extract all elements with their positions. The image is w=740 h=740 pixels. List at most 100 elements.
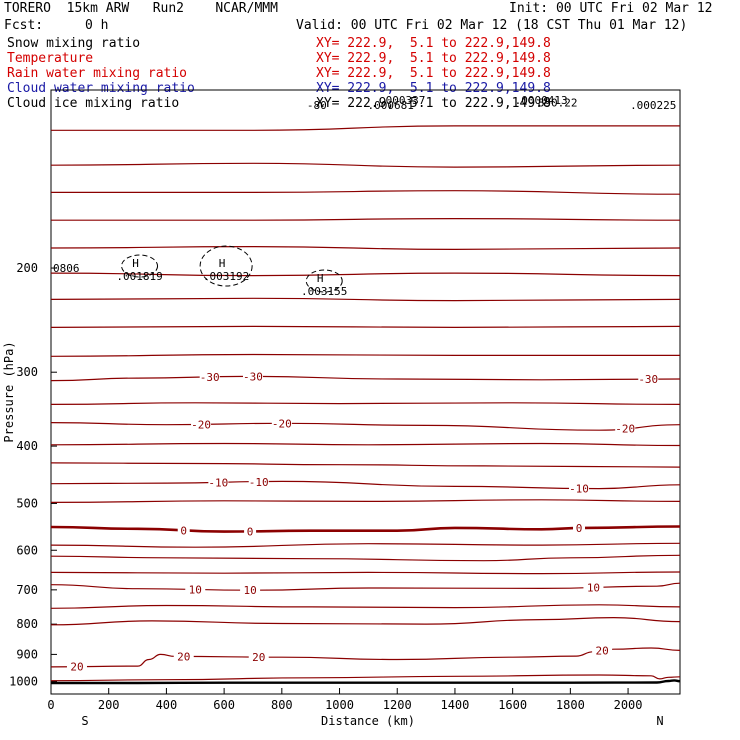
isotherm-label: 10 — [243, 584, 256, 597]
isotherm-label: -30 — [243, 371, 263, 384]
maximum-marker: H — [317, 272, 324, 285]
top-value-label: 890.22 — [538, 97, 578, 110]
isotherm-label: -20 — [272, 417, 292, 430]
isotherm-line — [50, 554, 681, 562]
maximum-value: .003155 — [301, 285, 347, 298]
freezing-label-bg — [177, 524, 190, 537]
isotherm-line — [51, 190, 681, 195]
model-title: TORERO 15km ARW Run2 NCAR/MMM — [4, 1, 278, 16]
isotherm-line — [50, 604, 681, 609]
freezing-label-bg — [244, 525, 257, 538]
isotherm-label: -10 — [208, 476, 228, 489]
isotherm-label: -10 — [249, 476, 269, 489]
isotherm-line — [50, 422, 681, 431]
x-tick-label: 200 — [98, 698, 120, 712]
legend-snow-name: Snow mixing ratio — [7, 36, 141, 51]
isotherm-label: 20 — [177, 650, 190, 663]
forecast-label: Fcst: — [4, 18, 44, 33]
isotherm-label-bg — [240, 584, 261, 597]
cloud-ice-contour — [121, 254, 159, 278]
maximum-marker: H — [219, 257, 226, 270]
isotherm-label-bg — [583, 581, 604, 594]
legend-temperature-xy: XY= 222.9, 5.1 to 222.9,149.8 — [316, 51, 551, 66]
isotherm-label-bg — [271, 417, 292, 430]
isotherm-label: -10 — [569, 482, 589, 495]
isotherm-label: 10 — [587, 581, 600, 594]
valid-time: Valid: 00 UTC Fri 02 Mar 12 (18 CST Thu … — [296, 18, 688, 33]
top-value-label: .000681 — [368, 99, 414, 112]
isotherm-line — [50, 571, 681, 575]
isotherm-line — [50, 616, 681, 626]
top-value-label: .0000413 — [515, 94, 568, 107]
top-value-label: 0806 — [53, 262, 80, 275]
y-tick-label: 900 — [16, 647, 38, 661]
isotherm-line — [50, 442, 681, 447]
freezing-level-line — [50, 525, 681, 533]
freezing-label: 0 — [576, 522, 583, 535]
y-tick-label: 400 — [16, 439, 38, 453]
y-tick-label: 700 — [16, 583, 38, 597]
maximum-value: .001819 — [116, 270, 162, 283]
isotherm-label: -20 — [191, 418, 211, 431]
legend-snow-xy: XY= 222.9, 5.1 to 222.9,149.8 — [316, 36, 551, 51]
cloud-ice-contour — [199, 245, 253, 287]
plot-frame — [50, 89, 681, 695]
x-tick-label: 2000 — [614, 698, 643, 712]
isotherm-label: -30 — [200, 371, 220, 384]
isotherm-line — [50, 462, 681, 468]
forecast-value: 0 h — [85, 18, 109, 33]
isotherm-line — [50, 325, 681, 329]
isotherm-line — [50, 499, 681, 503]
legend-rain-xy: XY= 222.9, 5.1 to 222.9,149.8 — [316, 66, 551, 81]
isotherm-line — [50, 375, 681, 382]
isotherm-line — [50, 245, 681, 251]
isotherm-label: -30 — [638, 373, 658, 386]
isotherm-label-bg — [638, 373, 659, 386]
isotherm-label: 20 — [595, 645, 608, 658]
isotherm-line — [50, 217, 681, 221]
cloud-ice-contour — [305, 269, 343, 293]
isotherm-label-bg — [173, 650, 194, 663]
isotherm-label-bg — [248, 475, 269, 488]
isotherm-line — [50, 674, 681, 682]
x-tick-label: 1600 — [498, 698, 527, 712]
isotherm-label-bg — [208, 476, 229, 489]
isotherm-label: 20 — [70, 661, 83, 674]
x-tick-label: 1200 — [383, 698, 412, 712]
y-tick-label: 600 — [16, 543, 38, 557]
legend-cloud-ice-xy: XY= 222.9, 5.1 to 222.9,149.8 — [316, 96, 551, 111]
legend-cloud-ice-name: Cloud ice mixing ratio — [7, 96, 180, 111]
isotherm-label-bg — [615, 422, 636, 435]
isotherm-label: 10 — [189, 583, 202, 596]
top-value-label: .000337 — [379, 94, 425, 107]
isotherm-label-bg — [66, 660, 87, 673]
top-value-label: .000225 — [630, 99, 676, 112]
x-tick-label: 0 — [47, 698, 54, 712]
y-tick-label: 1000 — [9, 674, 38, 688]
y-tick-label: 500 — [16, 496, 38, 510]
legend-cloud-water-name: Cloud water mixing ratio — [7, 81, 195, 96]
freezing-label-bg — [573, 522, 586, 535]
isotherm-line — [50, 125, 680, 131]
y-axis-label: Pressure (hPa) — [2, 341, 16, 442]
terrain-line — [50, 679, 681, 685]
y-tick-label: 300 — [16, 365, 38, 379]
isotherm-label-bg — [185, 583, 206, 596]
isotherm-line — [50, 402, 681, 405]
y-tick-label: 800 — [16, 617, 38, 631]
init-time: Init: 00 UTC Fri 02 Mar 12 — [509, 1, 713, 16]
isotherm-label-bg — [592, 644, 613, 657]
isotherm-label-bg — [242, 370, 263, 383]
isotherm-label: -20 — [615, 422, 635, 435]
x-end-label-north: N — [656, 714, 663, 728]
isotherm-line — [50, 582, 681, 591]
isotherm-line — [50, 542, 681, 548]
y-tick-label: 200 — [16, 261, 38, 275]
x-tick-label: 1800 — [556, 698, 585, 712]
legend-temperature-name: Temperature — [7, 51, 94, 66]
x-end-label-south: S — [81, 714, 88, 728]
x-tick-label: 600 — [213, 698, 235, 712]
x-axis-label: Distance (km) — [321, 714, 415, 728]
isotherm-line — [50, 272, 681, 277]
x-tick-label: 400 — [156, 698, 178, 712]
